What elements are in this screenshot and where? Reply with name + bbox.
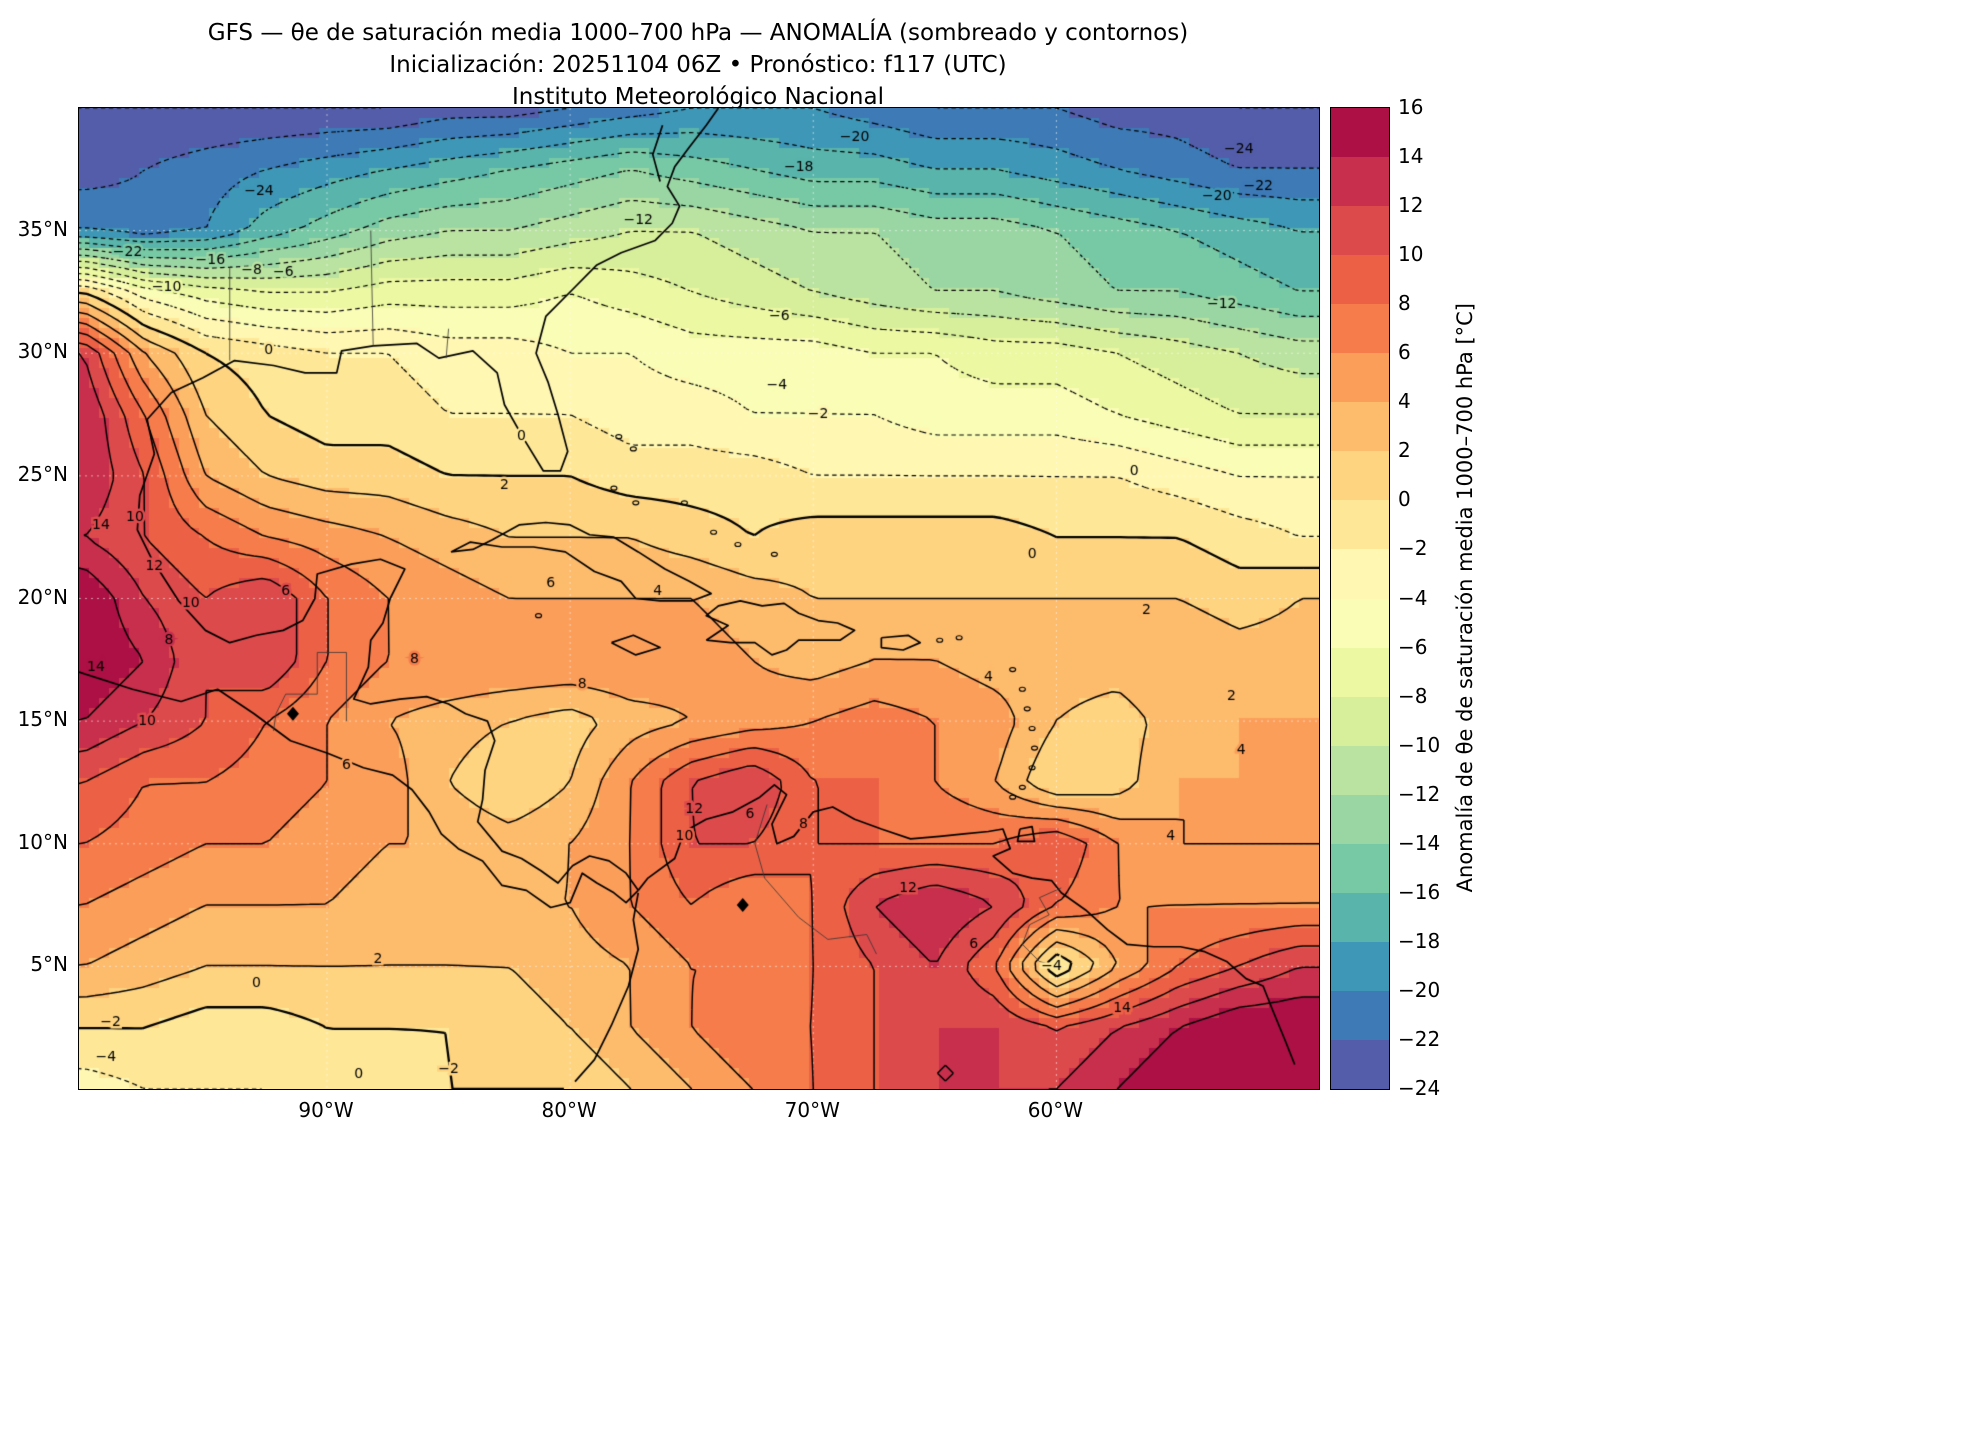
colorbar-tick-label: 10 bbox=[1398, 242, 1424, 267]
colorbar-tick-label: −2 bbox=[1398, 536, 1428, 561]
title-line-2: Inicialización: 20251104 06Z • Pronóstic… bbox=[389, 52, 1007, 78]
colorbar-tick-label: −16 bbox=[1398, 879, 1441, 904]
colorbar-tick-label: 6 bbox=[1398, 340, 1411, 365]
colorbar-tick-label: −6 bbox=[1398, 634, 1428, 659]
y-tick-label: 10°N bbox=[17, 829, 68, 854]
colorbar-band bbox=[1331, 843, 1389, 894]
colorbar-band bbox=[1331, 1039, 1389, 1090]
colorbar-band bbox=[1331, 451, 1389, 501]
x-tick-label: 90°W bbox=[298, 1098, 354, 1122]
colorbar-tick-label: −8 bbox=[1398, 683, 1428, 708]
colorbar-tick-label: 0 bbox=[1398, 487, 1411, 512]
title-line-3: Instituto Meteorológico Nacional bbox=[512, 84, 884, 110]
colorbar-band bbox=[1331, 794, 1389, 845]
colorbar-band bbox=[1331, 990, 1389, 1041]
y-tick-label: 35°N bbox=[17, 216, 68, 241]
colorbar-band bbox=[1331, 549, 1389, 599]
colorbar-tick-label: −20 bbox=[1398, 977, 1441, 1002]
colorbar-band bbox=[1331, 941, 1389, 992]
colorbar-band bbox=[1331, 745, 1389, 796]
colorbar-tick-label: −18 bbox=[1398, 928, 1441, 953]
y-tick-label: 20°N bbox=[17, 584, 68, 609]
colorbar-band bbox=[1331, 206, 1389, 256]
y-tick-label: 30°N bbox=[17, 339, 68, 364]
x-tick-label: 80°W bbox=[541, 1098, 597, 1122]
colorbar-tick-label: 8 bbox=[1398, 291, 1411, 316]
map-canvas bbox=[79, 108, 1319, 1089]
colorbar-band bbox=[1331, 157, 1389, 207]
y-tick-label: 15°N bbox=[17, 707, 68, 732]
colorbar-tick-label: −24 bbox=[1398, 1076, 1441, 1100]
colorbar-tick-label: −14 bbox=[1398, 830, 1441, 855]
colorbar-title: Anomalía de θe de saturación media 1000–… bbox=[1448, 107, 1482, 1088]
map-plot bbox=[78, 107, 1320, 1090]
colorbar-tick-label: −22 bbox=[1398, 1026, 1441, 1051]
colorbar-band bbox=[1331, 598, 1389, 649]
colorbar-band bbox=[1331, 304, 1389, 354]
colorbar-tick-label: 12 bbox=[1398, 193, 1424, 218]
colorbar-tick-label: −10 bbox=[1398, 732, 1441, 757]
colorbar-band bbox=[1331, 647, 1389, 698]
colorbar-tick-label: −12 bbox=[1398, 781, 1441, 806]
colorbar-band bbox=[1331, 402, 1389, 452]
colorbar-tick-label: 14 bbox=[1398, 144, 1424, 169]
colorbar-tick-label: 4 bbox=[1398, 389, 1411, 414]
colorbar-band bbox=[1331, 696, 1389, 747]
title-line-1: GFS — θe de saturación media 1000–700 hP… bbox=[207, 20, 1189, 46]
x-tick-label: 60°W bbox=[1027, 1098, 1084, 1122]
x-tick-label: 70°W bbox=[784, 1098, 840, 1122]
y-tick-label: 5°N bbox=[30, 952, 68, 977]
y-tick-label: 25°N bbox=[17, 461, 68, 486]
colorbar-tick-label: 16 bbox=[1398, 95, 1424, 119]
colorbar-tick-label: 2 bbox=[1398, 438, 1411, 463]
colorbar-band bbox=[1331, 255, 1389, 305]
colorbar-band bbox=[1331, 500, 1389, 550]
colorbar-band bbox=[1331, 892, 1389, 943]
colorbar-band bbox=[1331, 108, 1389, 158]
colorbar-band bbox=[1331, 353, 1389, 403]
colorbar-tick-label: −4 bbox=[1398, 585, 1428, 610]
colorbar bbox=[1330, 107, 1390, 1090]
colorbar-title-text: Anomalía de θe de saturación media 1000–… bbox=[1453, 302, 1477, 893]
